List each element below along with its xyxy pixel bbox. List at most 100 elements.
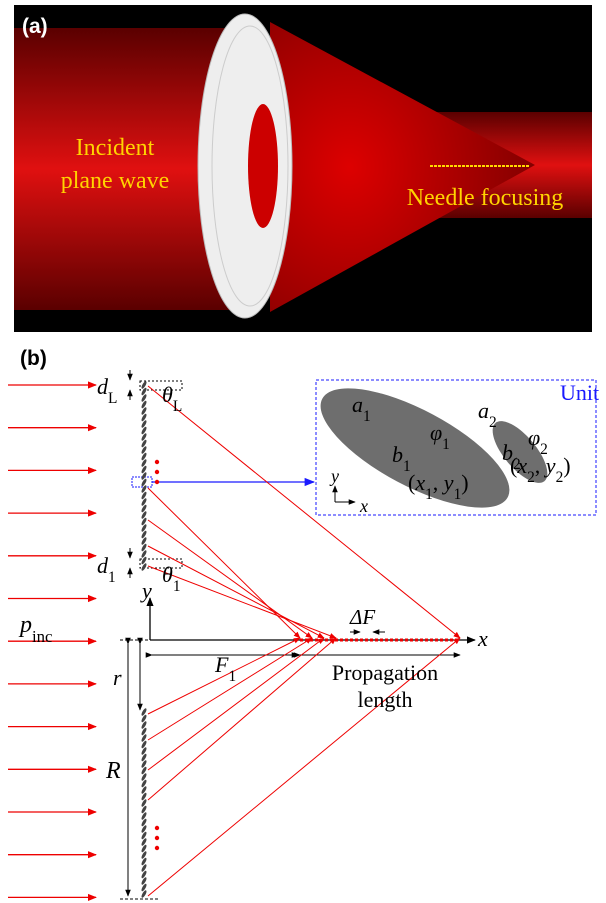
- meta-atom: [141, 877, 148, 886]
- text-part: y: [329, 466, 339, 486]
- text-part: y: [442, 470, 454, 495]
- text-part: x: [516, 453, 527, 478]
- text-part: r: [113, 665, 122, 690]
- meta-atom: [141, 831, 148, 840]
- meta-atom: [141, 708, 148, 717]
- incident-label: plane wave: [61, 168, 170, 194]
- panel-a: (a) Incident plane wave Needle focusing: [14, 5, 592, 332]
- label: dL: [97, 374, 117, 407]
- meta-atom: [141, 799, 148, 808]
- text-part: φ: [430, 420, 442, 445]
- meta-atom: [141, 747, 148, 756]
- text-part: Propagation: [332, 660, 438, 685]
- label: length: [358, 687, 413, 712]
- text-part: y: [544, 453, 556, 478]
- text-part: length: [358, 687, 413, 712]
- meta-atom: [141, 498, 148, 507]
- meta-atom: [141, 818, 148, 827]
- label: y: [329, 466, 339, 486]
- meta-atom: [141, 857, 148, 866]
- meta-atom: [141, 478, 148, 487]
- label: R: [105, 758, 121, 784]
- meta-atom: [141, 556, 148, 565]
- text-part: Unit: [560, 380, 599, 405]
- meta-atom: [141, 381, 148, 390]
- text-part: x: [359, 496, 368, 516]
- meta-atom: [141, 838, 148, 847]
- meta-atom: [141, 870, 148, 879]
- text-part: (: [408, 470, 415, 495]
- text-part: inc: [32, 627, 53, 646]
- meta-atom: [141, 825, 148, 834]
- ray: [148, 638, 324, 770]
- text-part: F: [214, 652, 229, 677]
- meta-atom: [141, 394, 148, 403]
- label: x: [477, 626, 488, 651]
- text-part: p: [18, 612, 32, 638]
- text-part: 2: [527, 469, 535, 486]
- meta-atom: [141, 413, 148, 422]
- label: r: [113, 665, 122, 690]
- panel-label: (b): [20, 347, 47, 370]
- text-part: 1: [173, 578, 181, 595]
- ray: [148, 638, 312, 740]
- incident-label: Incident: [76, 135, 155, 161]
- meta-atom: [141, 517, 148, 526]
- text-part: θ: [162, 382, 173, 407]
- meta-atom: [141, 792, 148, 801]
- meta-atom: [141, 721, 148, 730]
- text-part: L: [173, 398, 182, 415]
- meta-atom: [141, 472, 148, 481]
- meta-atom: [141, 543, 148, 552]
- label: θL: [162, 382, 182, 415]
- meta-atom: [141, 504, 148, 513]
- text-part: x: [414, 470, 425, 495]
- meta-atom: [141, 779, 148, 788]
- label: pinc: [18, 612, 53, 646]
- meta-atom: [141, 485, 148, 494]
- text-part: 1: [442, 436, 450, 453]
- meta-atom: [141, 465, 148, 474]
- text-part: ,: [433, 470, 444, 495]
- meta-atom: [141, 524, 148, 533]
- meta-atom: [141, 511, 148, 520]
- text-part: a: [352, 392, 363, 417]
- meta-atom: [141, 786, 148, 795]
- meta-atom: [141, 452, 148, 461]
- meta-atom: [141, 727, 148, 736]
- text-part: R: [105, 758, 121, 784]
- text-part: 1: [425, 486, 433, 503]
- text-part: x: [477, 626, 488, 651]
- meta-atom: [141, 446, 148, 455]
- meta-atom: [141, 407, 148, 416]
- meta-atom: [141, 537, 148, 546]
- text-part: 1: [228, 668, 236, 685]
- label: a2: [478, 398, 497, 431]
- meta-atom: [141, 433, 148, 442]
- label: ΔF: [349, 605, 375, 629]
- meta-atom: [141, 439, 148, 448]
- label: Unit: [560, 380, 599, 405]
- panel-label: (a): [22, 15, 48, 38]
- label: Propagation: [332, 660, 438, 685]
- label: x: [359, 496, 368, 516]
- meta-atom: [141, 550, 148, 559]
- meta-atom: [141, 491, 148, 500]
- meta-atom: [141, 400, 148, 409]
- text-part: ): [461, 470, 468, 495]
- meta-atom: [141, 760, 148, 769]
- meta-atom: [141, 420, 148, 429]
- meta-atom: [141, 890, 148, 899]
- meta-atom: [141, 844, 148, 853]
- text-part: y: [140, 578, 152, 603]
- text-part: 1: [454, 486, 462, 503]
- text-part: 2: [489, 414, 497, 431]
- meta-atom: [141, 851, 148, 860]
- text-part: ): [563, 453, 570, 478]
- meta-atom: [141, 530, 148, 539]
- ray: [148, 638, 336, 800]
- text-part: L: [108, 390, 117, 407]
- text-part: φ: [528, 425, 540, 450]
- text-part: a: [478, 398, 489, 423]
- meta-atom: [141, 459, 148, 468]
